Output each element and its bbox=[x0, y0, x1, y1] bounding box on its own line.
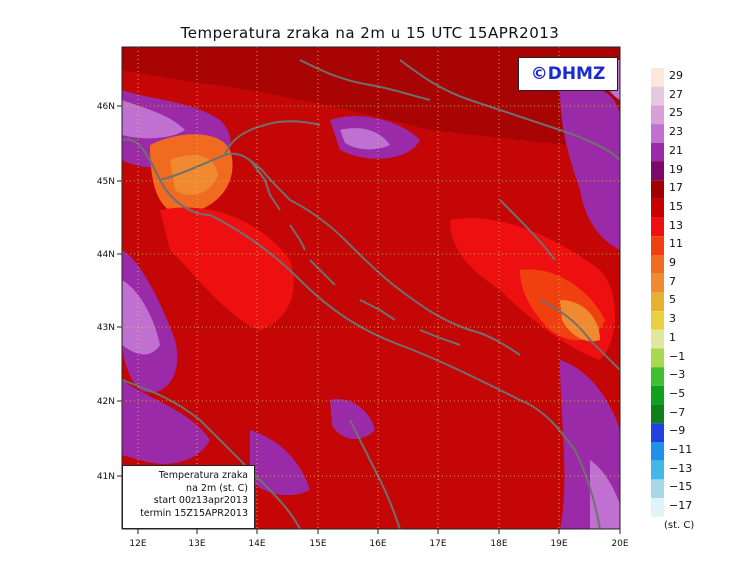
lon-tick-17e: 17E bbox=[429, 539, 446, 549]
legend-label: −15 bbox=[669, 480, 693, 494]
info-line-start: start 00z13apr2013 bbox=[153, 495, 248, 506]
lon-tick-14e: 14E bbox=[248, 539, 265, 549]
legend-swatch bbox=[651, 329, 664, 349]
legend-label: 15 bbox=[669, 199, 683, 213]
legend-label: −13 bbox=[669, 461, 693, 475]
copyright-badge: ©DHMZ bbox=[518, 57, 618, 91]
legend-swatch bbox=[651, 367, 664, 386]
legend-unit: (st. C) bbox=[664, 520, 695, 531]
legend-swatch bbox=[651, 498, 664, 517]
legend-swatch bbox=[651, 311, 664, 330]
legend-label: 19 bbox=[669, 162, 683, 176]
legend-label: −9 bbox=[669, 424, 686, 438]
legend-swatch bbox=[651, 142, 664, 162]
legend-label: 21 bbox=[669, 143, 683, 157]
legend-swatch bbox=[651, 479, 664, 499]
grid-lines bbox=[122, 47, 620, 529]
info-line-term: termin 15Z15APR2013 bbox=[140, 507, 248, 519]
lon-tick-18e: 18E bbox=[490, 539, 507, 549]
legend-label: 13 bbox=[669, 218, 683, 232]
lon-tick-16e: 16E bbox=[369, 539, 386, 549]
info-box: Temperatura zraka na 2m (st. C) start 00… bbox=[122, 465, 255, 529]
legend-swatch bbox=[651, 105, 664, 125]
lon-tick-20e: 20E bbox=[611, 539, 628, 549]
legend-label: 29 bbox=[669, 69, 683, 82]
legend-swatch bbox=[651, 86, 664, 106]
lon-tick-13e: 13E bbox=[188, 539, 205, 549]
info-line-unit: na 2m (st. C) bbox=[186, 482, 248, 494]
lon-tick-19e: 19E bbox=[550, 539, 567, 549]
lat-tick-45n: 45N bbox=[97, 177, 115, 187]
legend-swatch bbox=[651, 161, 664, 181]
legend-label: −5 bbox=[669, 386, 686, 400]
legend-swatch bbox=[651, 198, 664, 218]
legend-label: 25 bbox=[669, 106, 683, 120]
lat-tick-46n: 46N bbox=[97, 102, 115, 112]
legend-label: −1 bbox=[669, 349, 686, 363]
legend-label: 3 bbox=[669, 312, 676, 326]
legend-swatch bbox=[651, 236, 664, 255]
legend-label: 27 bbox=[669, 87, 683, 101]
legend-swatch bbox=[651, 255, 664, 274]
plot-frame bbox=[121, 46, 621, 530]
legend-swatch bbox=[651, 404, 664, 424]
legend-swatch bbox=[651, 460, 664, 480]
legend-label: −11 bbox=[669, 443, 693, 456]
legend-label: 17 bbox=[669, 181, 683, 195]
legend-swatch bbox=[651, 385, 664, 405]
lat-tick-43n: 43N bbox=[97, 323, 115, 333]
legend-swatch bbox=[651, 217, 664, 237]
lat-tick-41n: 41N bbox=[97, 472, 115, 482]
info-line-title: Temperatura zraka bbox=[158, 470, 248, 481]
legend-swatch bbox=[651, 273, 664, 293]
lat-tick-44n: 44N bbox=[97, 250, 115, 260]
legend-label: −3 bbox=[669, 368, 686, 382]
map-title: Temperatura zraka na 2m u 15 UTC 15APR20… bbox=[180, 24, 560, 42]
legend-swatch bbox=[651, 68, 664, 87]
legend-swatch bbox=[651, 423, 664, 442]
legend-label: 1 bbox=[669, 330, 676, 344]
coastline bbox=[122, 59, 620, 529]
legend-label: −7 bbox=[669, 405, 686, 419]
legend-label: 23 bbox=[669, 125, 683, 139]
legend-colorbar bbox=[651, 68, 664, 517]
legend-swatch bbox=[651, 124, 664, 143]
legend-label: 5 bbox=[669, 293, 676, 307]
legend-swatch bbox=[651, 348, 664, 368]
legend-swatch bbox=[651, 180, 664, 199]
legend-label: 9 bbox=[669, 256, 676, 269]
legend-label: 7 bbox=[669, 274, 676, 288]
legend-swatch bbox=[651, 442, 664, 461]
legend-label: −17 bbox=[669, 499, 693, 513]
temperature-field bbox=[122, 47, 620, 529]
tick-marks bbox=[117, 105, 621, 534]
lat-tick-42n: 42N bbox=[97, 397, 115, 407]
legend-label: 11 bbox=[669, 237, 683, 251]
lon-tick-12e: 12E bbox=[129, 539, 146, 549]
lon-tick-15e: 15E bbox=[309, 539, 326, 549]
legend-swatch bbox=[651, 292, 664, 312]
